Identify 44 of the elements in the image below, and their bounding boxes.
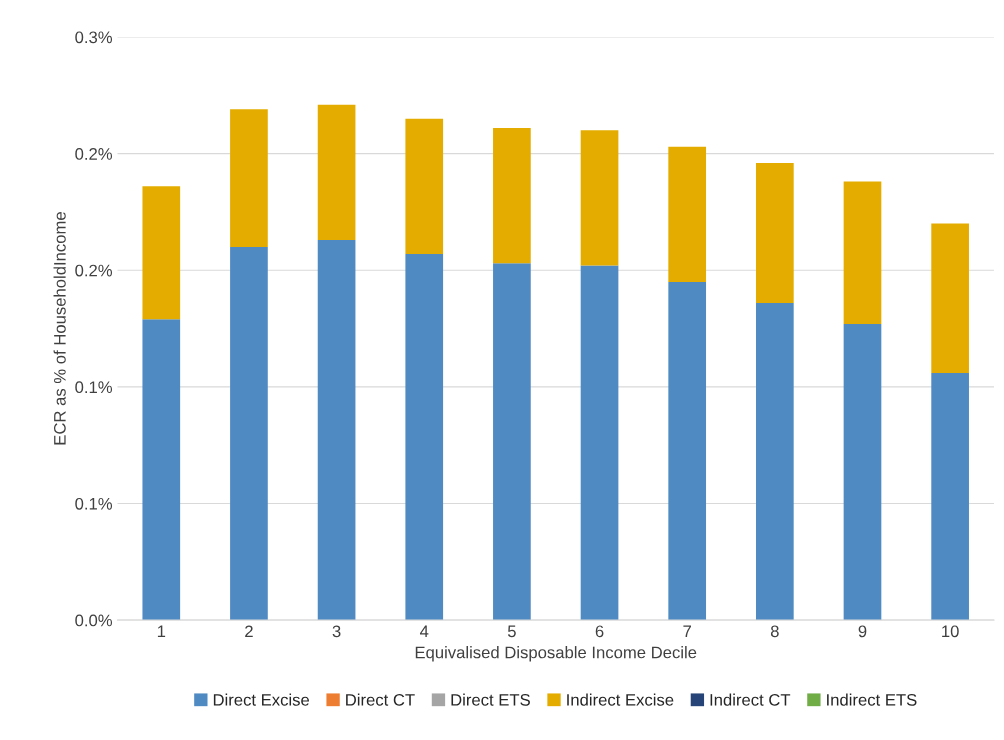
legend-label: Indirect CT: [710, 693, 791, 706]
x-tick-label: 1: [157, 625, 166, 638]
bar: [931, 223, 969, 373]
y-tick-label: 0.1%: [75, 381, 113, 394]
bar: [405, 118, 444, 254]
y-axis-title: ECR as % of HouseholdIncome: [53, 212, 66, 445]
bar: [493, 263, 531, 621]
bar: [230, 246, 268, 621]
legend-label: Direct ETS: [451, 693, 530, 706]
bar: [668, 281, 707, 621]
x-tick-label: 4: [419, 625, 429, 638]
x-tick-label: 3: [332, 625, 341, 638]
bar: [668, 146, 707, 282]
legend-label: Indirect Excise: [567, 693, 674, 706]
bar: [142, 319, 181, 621]
x-axis-title: Equivalised Disposable Income Decile: [415, 646, 697, 662]
y-tick-label: 0.1%: [75, 497, 113, 510]
bar: [580, 130, 619, 266]
x-tick-label: 9: [858, 625, 867, 638]
legend-label: Direct CT: [346, 693, 415, 706]
bar: [755, 302, 794, 621]
x-tick-label: 10: [942, 625, 959, 638]
bar: [931, 372, 969, 621]
bar: [755, 162, 794, 303]
bar: [142, 186, 181, 320]
bar: [843, 323, 882, 621]
legend-label: Indirect ETS: [827, 693, 917, 706]
x-tick-label: 6: [595, 625, 604, 638]
bar: [843, 181, 882, 324]
x-tick-label: 7: [683, 625, 691, 638]
x-tick-label: 8: [770, 625, 779, 638]
bar: [230, 109, 268, 247]
bar: [580, 265, 619, 621]
bar: [493, 127, 531, 264]
y-tick-label: 0.3%: [75, 31, 113, 44]
y-tick-label: 0.2%: [75, 148, 113, 160]
x-tick-label: 2: [245, 625, 253, 638]
bar: [317, 104, 356, 240]
x-tick-label: 5: [507, 625, 516, 638]
bar: [405, 253, 444, 621]
bar: [317, 239, 356, 621]
legend-label: Direct Excise: [213, 693, 310, 706]
y-tick-label: 0.2%: [75, 264, 113, 277]
y-tick-label: 0.0%: [75, 614, 113, 627]
